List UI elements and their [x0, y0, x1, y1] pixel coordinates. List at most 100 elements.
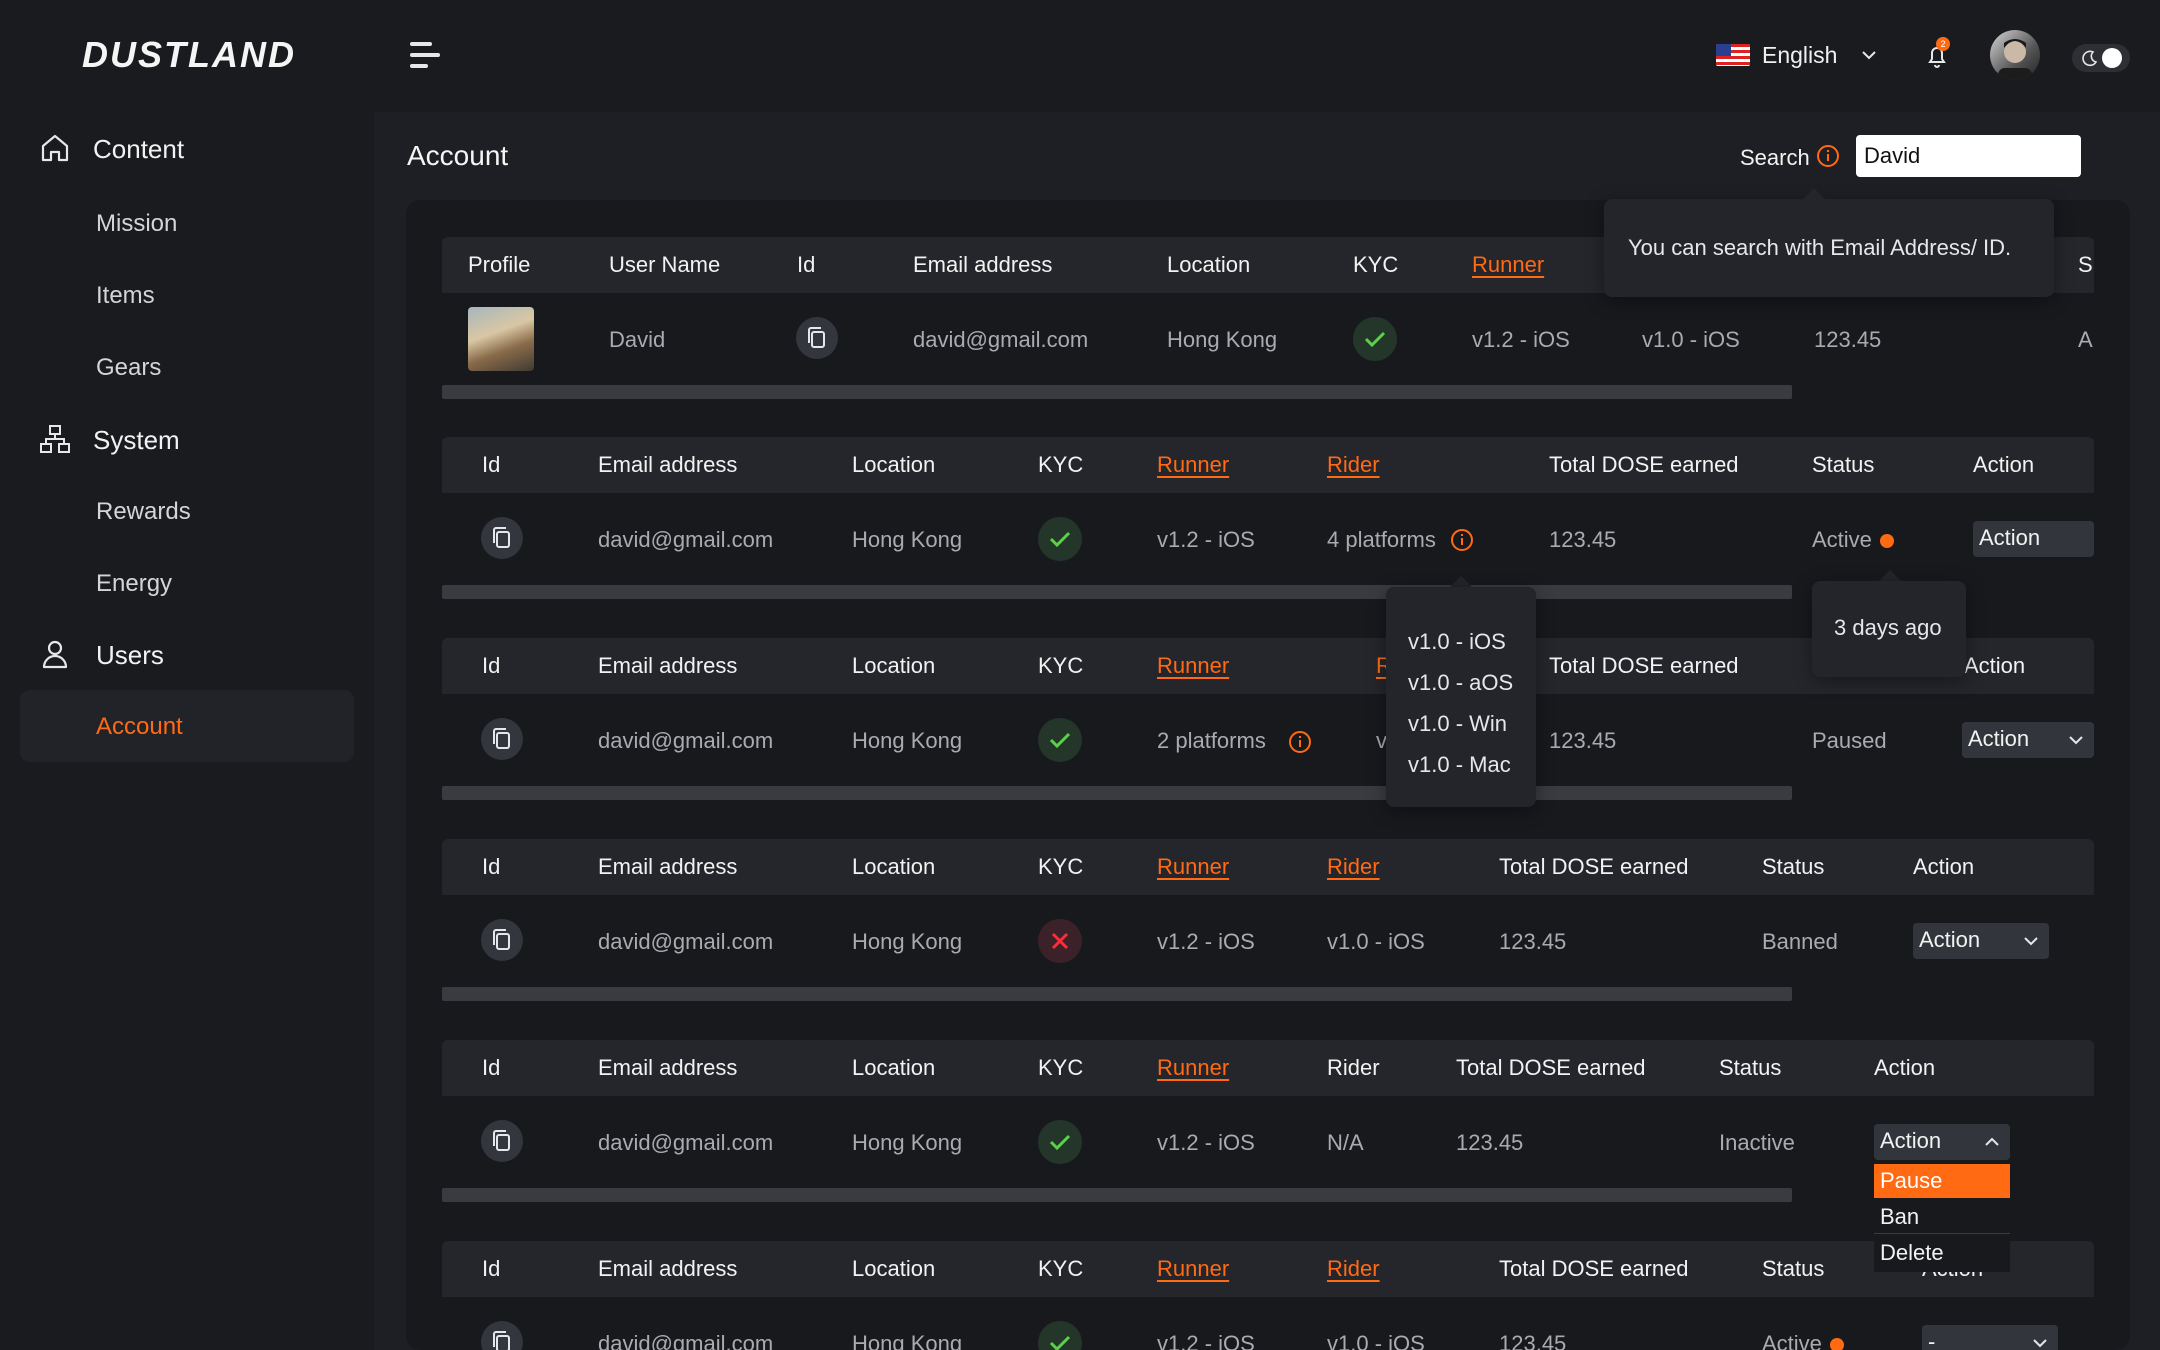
col-runner[interactable]: Runner: [1157, 653, 1230, 678]
menu-toggle-icon[interactable]: [410, 40, 442, 70]
cell-dose: 123.45: [1814, 327, 1882, 352]
action-dropdown[interactable]: Action: [1973, 521, 2094, 557]
col-rider[interactable]: Rider: [1327, 452, 1380, 477]
check-icon: [1038, 517, 1082, 561]
horizontal-scrollbar[interactable]: [442, 585, 1792, 599]
cell-email: david@gmail.com: [598, 527, 774, 552]
info-icon[interactable]: [1288, 730, 1312, 754]
table-row[interactable]: david@gmail.com Hong Kong v1.2 - iOS v1.…: [442, 895, 2094, 987]
us-flag-icon[interactable]: [1716, 44, 1750, 66]
copy-id-button[interactable]: [481, 1120, 523, 1162]
cell-status: Active: [1762, 1331, 1844, 1350]
horizontal-scrollbar[interactable]: [442, 385, 1792, 399]
table-row[interactable]: david@gmail.com Hong Kong 2 platforms v …: [442, 694, 2094, 786]
chevron-down-icon[interactable]: [1858, 44, 1880, 66]
action-option-ban[interactable]: Ban: [1874, 1200, 2010, 1234]
cell-runner: v1.2 - iOS: [1157, 1130, 1255, 1155]
cell-runner: v1.2 - iOS: [1157, 527, 1255, 552]
col-runner[interactable]: Runner: [1157, 854, 1230, 879]
copy-id-button[interactable]: [796, 317, 838, 359]
col-runner[interactable]: Runner: [1472, 252, 1545, 277]
status-dot[interactable]: [1829, 1338, 1844, 1350]
table-header: Id Email address Location KYC Runner Rid…: [442, 437, 2094, 493]
sidebar-item-items[interactable]: Items: [96, 282, 155, 309]
col-id: Id: [482, 1055, 501, 1080]
table-row[interactable]: david@gmail.com Hong Kong v1.2 - iOS N/A…: [442, 1096, 2094, 1188]
action-option-delete[interactable]: Delete: [1880, 1240, 1944, 1265]
copy-id-button[interactable]: [481, 517, 523, 559]
col-id: Id: [482, 653, 501, 678]
copy-id-button[interactable]: [481, 718, 523, 760]
col-kyc: KYC: [1038, 854, 1084, 879]
language-selector[interactable]: English: [1762, 42, 1838, 68]
cell-status: Banned: [1762, 929, 1838, 954]
table-header: Id Email address Location KYC Runner Rid…: [442, 1241, 2094, 1297]
col-status: Status: [1812, 452, 1875, 477]
sidebar-item-rewards[interactable]: Rewards: [96, 498, 191, 525]
tooltip-arrow: [1802, 188, 1826, 200]
action-dropdown[interactable]: Action: [1913, 923, 2049, 959]
table-row[interactable]: david@gmail.com Hong Kong v1.2 - iOS v1.…: [442, 1297, 2094, 1350]
platform-item: v1.0 - Win: [1408, 711, 1508, 736]
cell-dose: 123.45: [1456, 1130, 1524, 1155]
col-location: Location: [852, 854, 936, 879]
check-icon: [1038, 718, 1082, 762]
tooltip-arrow: [1449, 576, 1473, 588]
col-username: User Name: [609, 252, 721, 277]
col-rider[interactable]: Rider: [1327, 1256, 1380, 1281]
col-action: Action: [1973, 452, 2035, 477]
sidebar-item-account[interactable]: Account: [96, 713, 183, 740]
table-row[interactable]: David david@gmail.com Hong Kong v1.2 - i…: [442, 293, 2094, 385]
sidebar-item-energy[interactable]: Energy: [96, 570, 173, 597]
col-rider[interactable]: Rider: [1327, 854, 1380, 879]
table-header: Id Email address Location KYC Runner Rid…: [442, 839, 2094, 895]
cell-email: david@gmail.com: [598, 728, 774, 753]
info-icon[interactable]: [1816, 144, 1840, 168]
sidebar-item-gears[interactable]: Gears: [96, 354, 162, 381]
col-id: Id: [482, 1256, 501, 1281]
search-tooltip-text: You can search with Email Address/ ID.: [1628, 235, 2012, 260]
col-email: Email address: [598, 1256, 738, 1281]
sidebar-group-content[interactable]: Content: [93, 134, 185, 164]
platform-item: v1.0 - aOS: [1408, 670, 1514, 695]
col-dose: Total DOSE earned: [1549, 452, 1739, 477]
sidebar-group-users[interactable]: Users: [96, 640, 164, 670]
sidebar-group-system[interactable]: System: [93, 425, 180, 455]
cell-runner: 2 platforms: [1157, 728, 1266, 753]
cell-email: david@gmail.com: [598, 929, 774, 954]
horizontal-scrollbar[interactable]: [442, 1188, 1792, 1202]
action-dropdown-label: Action: [1979, 525, 2041, 550]
col-runner[interactable]: Runner: [1157, 452, 1230, 477]
col-runner[interactable]: Runner: [1157, 1256, 1230, 1281]
cell-location: Hong Kong: [852, 929, 963, 954]
copy-id-button[interactable]: [481, 1321, 523, 1350]
sidebar-item-mission[interactable]: Mission: [96, 210, 178, 237]
info-icon[interactable]: [1450, 528, 1474, 552]
chevron-down-icon: [2021, 931, 2041, 951]
col-runner[interactable]: Runner: [1157, 1055, 1230, 1080]
horizontal-scrollbar[interactable]: [442, 987, 1792, 1001]
cell-email: david@gmail.com: [913, 327, 1089, 352]
table-row[interactable]: david@gmail.com Hong Kong v1.2 - iOS 4 p…: [442, 493, 2094, 585]
status-dot[interactable]: [1879, 534, 1894, 549]
col-kyc: KYC: [1353, 252, 1399, 277]
col-status: Status: [1719, 1055, 1782, 1080]
search-input[interactable]: [1856, 135, 2081, 177]
cell-status-partial: A: [2078, 327, 2093, 352]
cell-email: david@gmail.com: [598, 1130, 774, 1155]
col-id: Id: [482, 452, 501, 477]
col-dose: Total DOSE earned: [1499, 1256, 1689, 1281]
action-dropdown[interactable]: -: [1922, 1325, 2058, 1350]
action-dropdown[interactable]: Action: [1962, 722, 2094, 758]
status-tooltip: 3 days ago: [1812, 581, 1966, 677]
status-text: Active: [1812, 527, 1872, 552]
action-dropdown-open[interactable]: Action: [1874, 1124, 2010, 1160]
brand-logo[interactable]: DUSTLAND: [82, 34, 296, 75]
profile-image: [468, 307, 534, 371]
user-avatar[interactable]: [1990, 30, 2040, 80]
action-option-pause[interactable]: Pause: [1874, 1164, 2010, 1198]
chevron-up-icon: [1982, 1132, 2002, 1152]
horizontal-scrollbar[interactable]: [442, 786, 1792, 800]
col-action: Action: [1874, 1055, 1936, 1080]
copy-id-button[interactable]: [481, 919, 523, 961]
